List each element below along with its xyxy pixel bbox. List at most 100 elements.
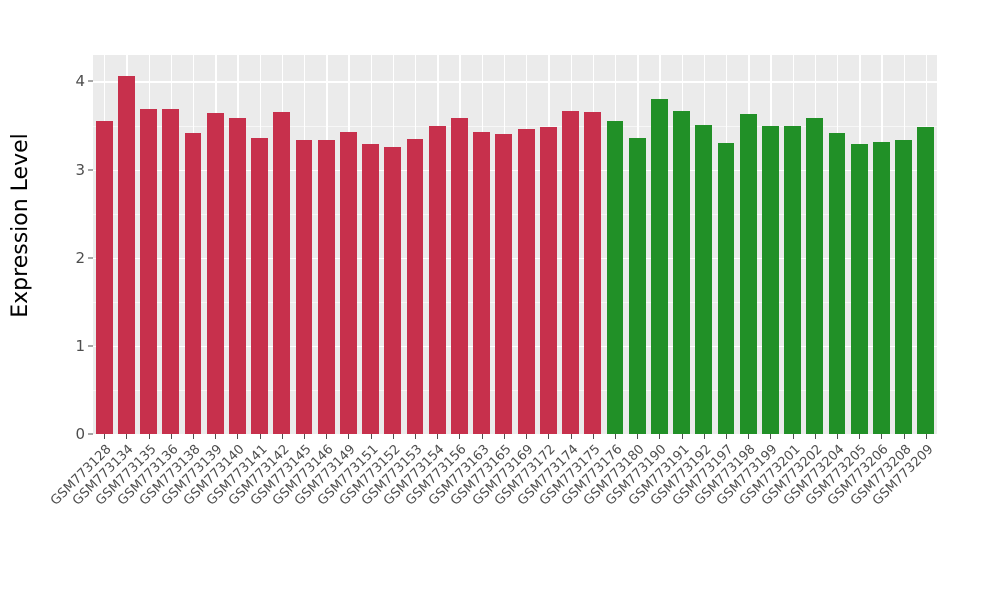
x-axis-tick-mark [637, 434, 639, 439]
y-axis-tick-label: 2 [75, 248, 85, 267]
x-axis-tick-mark [192, 434, 194, 439]
x-axis-tick-mark [903, 434, 905, 439]
y-axis-tick-mark [88, 257, 93, 259]
bar [428, 126, 446, 434]
gridline-major-y [93, 257, 937, 260]
bar [717, 143, 735, 434]
bar [895, 139, 913, 434]
bar [539, 127, 557, 434]
bar [384, 146, 402, 434]
y-axis-tick-mark [88, 169, 93, 171]
y-axis-tick-label: 0 [75, 425, 85, 443]
x-axis: GSM773128 GSM773134 GSM773135 GSM773136 GSM7… [48, 434, 937, 580]
bar-chart: Expression Level 0 1 2 3 4 GSM773128 GSM77313… [0, 0, 937, 580]
bar [473, 131, 491, 434]
bar [228, 118, 246, 434]
bar [806, 118, 824, 434]
gridline-minor-y [93, 301, 937, 303]
x-axis-tick-mark [859, 434, 861, 439]
y-axis-tick-label: 3 [75, 160, 85, 179]
x-axis-tick-mark [837, 434, 839, 439]
x-axis-tick-mark [415, 434, 417, 439]
x-axis-tick-mark [925, 434, 927, 439]
bar [761, 125, 779, 434]
y-axis: 0 1 2 3 4 [40, 55, 93, 443]
bar [140, 108, 157, 434]
bar [850, 144, 868, 434]
bar [562, 110, 579, 434]
x-axis-tick-mark [792, 434, 794, 439]
bar [362, 144, 380, 434]
y-axis-title-label: Expression Level [7, 132, 33, 318]
bar [828, 133, 846, 434]
x-axis-tick-mark [814, 434, 816, 439]
x-axis-tick-mark [703, 434, 705, 439]
gridline-minor-y [93, 213, 937, 215]
x-axis-tick-mark [126, 434, 128, 439]
bar [495, 134, 513, 434]
y-axis-tick-label: 4 [75, 72, 85, 91]
bar [784, 125, 802, 434]
x-axis-tick-mark [614, 434, 616, 439]
bar [673, 111, 690, 434]
bar [117, 76, 135, 434]
x-axis-tick-mark [437, 434, 439, 439]
x-axis-tick-mark [215, 434, 217, 439]
x-axis-tick-mark [170, 434, 172, 439]
bar [317, 139, 335, 434]
plot-panel [93, 55, 937, 434]
bar [451, 117, 468, 434]
bar [739, 114, 757, 434]
bar [606, 121, 624, 434]
bar [650, 99, 668, 434]
x-axis-tick-mark [503, 434, 505, 439]
bar [184, 132, 202, 434]
bar [584, 112, 602, 434]
y-axis-title: Expression Level [0, 0, 40, 450]
gridline-minor-y [93, 125, 937, 127]
x-axis-tick-mark [726, 434, 727, 439]
x-axis-tick-mark [370, 434, 372, 439]
bar [273, 112, 291, 434]
y-axis-tick-label: 1 [75, 336, 85, 355]
x-axis-tick-mark [748, 434, 750, 439]
y-axis-tick-mark [88, 345, 93, 347]
x-axis-tick-mark [481, 434, 483, 439]
bar [295, 139, 313, 434]
x-axis-tick-mark [259, 434, 261, 439]
gridline-major-y [93, 169, 937, 171]
bar [95, 121, 113, 434]
bar [206, 113, 224, 434]
x-axis-tick-mark [526, 434, 528, 439]
bar [917, 127, 935, 434]
bar-series [93, 55, 937, 434]
x-axis-tick-mark [281, 434, 283, 439]
bar [517, 129, 535, 434]
x-axis-tick-mark [304, 434, 305, 439]
x-axis-tick-mark [548, 434, 550, 439]
x-axis-tick-mark [459, 434, 461, 439]
x-axis-tick-mark [392, 434, 394, 439]
x-axis-tick-mark [881, 434, 883, 439]
gridline-major-y [93, 345, 937, 348]
x-axis-tick-mark [348, 434, 350, 439]
y-axis-tick-mark [88, 433, 93, 435]
bar [406, 138, 424, 434]
x-axis-tick-mark [770, 434, 772, 439]
bar [339, 131, 357, 434]
x-axis-tick-mark [237, 434, 239, 439]
bar [873, 142, 890, 434]
x-axis-tick-mark [659, 434, 661, 439]
x-axis-tick-mark [592, 434, 594, 439]
y-axis-tick-mark [88, 80, 93, 82]
gridline-minor-y [93, 389, 937, 391]
bar [628, 137, 646, 434]
x-axis-tick-mark [148, 434, 150, 439]
bar [251, 137, 268, 434]
bar [695, 124, 713, 434]
x-axis-tick-mark [681, 434, 683, 439]
x-axis-tick-mark [104, 434, 106, 439]
bar [162, 108, 180, 434]
gridline-major-y [93, 81, 937, 83]
x-axis-tick-mark [326, 434, 328, 439]
